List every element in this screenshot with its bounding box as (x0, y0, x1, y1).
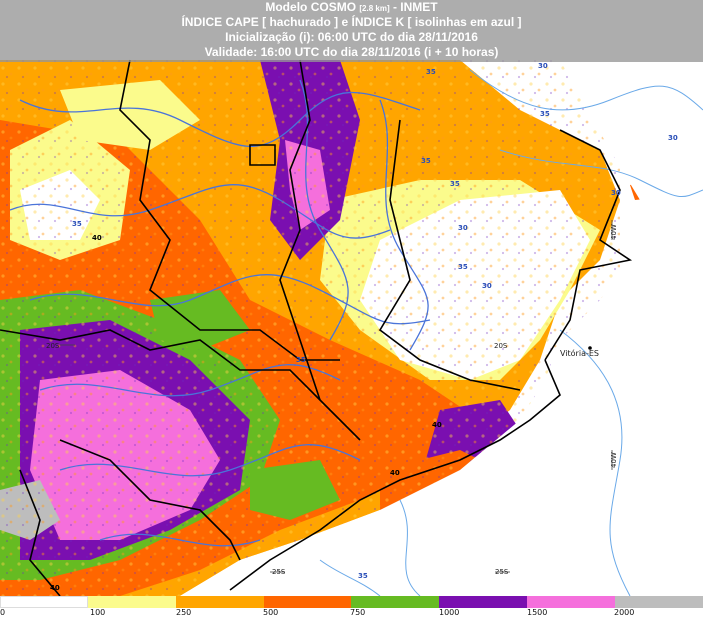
k-label-35-e: 35 (72, 220, 82, 228)
graticule (60, 220, 613, 573)
ocean-mask (180, 60, 703, 596)
cape-k-index-map (0, 59, 703, 596)
header-model: Modelo COSMO (265, 0, 357, 14)
lat-label-20s-west: 20S (46, 342, 60, 350)
legend-tick-100: 100 (90, 608, 106, 617)
header-source: - INMET (392, 0, 438, 14)
k-label-30-b: 30 (668, 134, 678, 142)
k-label-40-d: 40 (50, 584, 60, 592)
k-label-30-d: 30 (458, 224, 468, 232)
k-label-35-h: 35 (358, 572, 368, 580)
lat-label-25s-west: 25S (272, 568, 286, 576)
k-label-40-a: 40 (92, 234, 102, 242)
k-label-35-c: 35 (421, 157, 431, 165)
header-line-4: Validade: 16:00 UTC do dia 28/11/2016 (i… (204, 45, 499, 59)
legend-swatch-0 (0, 596, 88, 608)
legend-swatch-1000 (439, 596, 527, 608)
legend-tick-500: 500 (263, 608, 279, 617)
legend-tick-2000: 2000 (614, 608, 635, 617)
legend-tick-1000: 1000 (439, 608, 460, 617)
map-header: Modelo COSMO [2.8 km] - INMET ÍNDICE CAP… (0, 0, 703, 62)
k-label-40-c: 40 (390, 469, 400, 477)
legend-tick-1500: 1500 (527, 608, 548, 617)
legend-swatch-100 (88, 596, 176, 608)
vitoria-marker (588, 346, 592, 350)
k-label-35-f: 35 (458, 263, 468, 271)
k-label-35-b: 35 (540, 110, 550, 118)
legend-swatch-250 (176, 596, 264, 608)
header-line-1: Modelo COSMO [2.8 km] - INMET (0, 0, 703, 16)
cape-shading (0, 60, 655, 596)
legend-swatch-1500 (527, 596, 615, 608)
state-borders (0, 59, 633, 596)
cape-region-750-patch2 (250, 460, 340, 520)
legend-tick-250: 250 (176, 608, 192, 617)
legend-swatch-2000 (615, 596, 703, 608)
k-label-35-a: 35 (426, 68, 436, 76)
header-line-2: ÍNDICE CAPE [ hachurado ] e ÍNDICE K [ i… (181, 15, 522, 29)
cape-region-750-patch (150, 290, 250, 350)
legend-tick-0: 0 (0, 608, 6, 617)
legend-swatch-500 (264, 596, 351, 608)
lon-label-40w-south: 40W (610, 452, 618, 468)
ocean-k-isolines (319, 69, 703, 596)
lat-label-25s-east: 25S (495, 568, 509, 576)
city-label-vitoria: Vitória-ES (560, 349, 599, 358)
lon-label-40w-north: 40W (610, 224, 618, 240)
legend-swatch-750 (351, 596, 439, 608)
k-index-isolines (9, 79, 431, 547)
k-label-30-e: 30 (482, 282, 492, 290)
k-label-30-a: 30 (538, 62, 548, 70)
legend-tick-750: 750 (350, 608, 366, 617)
k-label-35-g: 35 (296, 356, 306, 364)
cape-legend: 0 100 250 500 750 1000 1500 2000 (0, 596, 703, 620)
k-label-35-d: 35 (450, 180, 460, 188)
header-line-3: Inicialização (i): 06:00 UTC do dia 28/1… (225, 30, 478, 44)
k-label-40-b: 40 (432, 421, 442, 429)
cape-region-100-north (60, 80, 200, 150)
header-resolution: [2.8 km] (359, 4, 390, 13)
lat-label-20s-east: 20S (494, 342, 508, 350)
k-label-30-c: 30 (611, 189, 621, 197)
